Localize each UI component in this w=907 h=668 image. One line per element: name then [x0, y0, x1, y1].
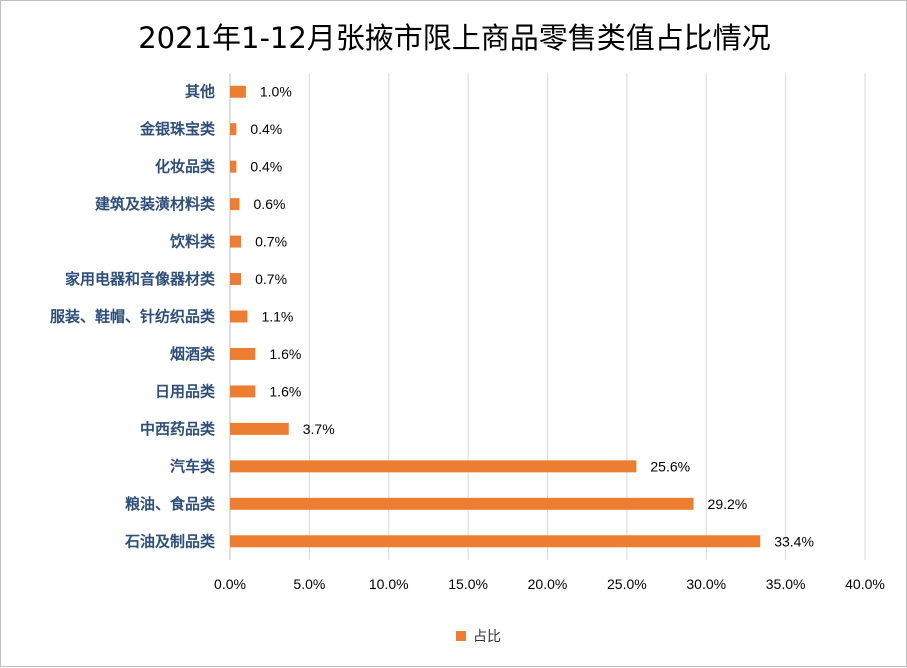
category-label: 石油及制品类	[124, 532, 216, 550]
gridlines	[229, 73, 866, 560]
bar	[230, 535, 761, 548]
axes: 0.0% 5.0% 10.0% 15.0% 20.0% 25.0% 30.0% 35.0% 40…	[214, 73, 885, 592]
labels: 其他 1.0% 金银珠宝类 0.4% 化妆品类 0.4% 建筑及装潢材料类 0.6% 饮料类 0.…	[50, 83, 814, 551]
category-label: 金银珠宝类	[139, 120, 216, 138]
data-label: 33.4%	[774, 533, 814, 549]
category-label: 家用电器和音像器材类	[65, 270, 216, 288]
bar	[230, 235, 242, 248]
data-label: 1.1%	[261, 309, 293, 325]
bar	[230, 85, 246, 98]
data-label: 25.6%	[650, 458, 690, 474]
category-label: 其他	[185, 83, 215, 101]
category-label: 饮料类	[169, 233, 216, 251]
bar	[230, 123, 237, 136]
category-label: 中西药品类	[140, 420, 216, 438]
x-tick-label: 5.0%	[293, 576, 325, 592]
legend: 占比	[456, 629, 501, 645]
bar	[230, 310, 248, 323]
x-tick-label: 15.0%	[448, 576, 488, 592]
category-label: 建筑及装潢材料类	[95, 195, 216, 213]
bars	[230, 85, 761, 548]
x-tick-label: 40.0%	[845, 576, 885, 592]
data-label: 0.7%	[255, 271, 287, 287]
bar	[230, 497, 694, 510]
category-label: 烟酒类	[170, 345, 216, 363]
x-tick-label: 10.0%	[369, 576, 409, 592]
data-label: 0.4%	[250, 159, 282, 175]
x-tick-label: 20.0%	[528, 576, 568, 592]
data-label: 0.6%	[254, 196, 286, 212]
chart-title: 2021年1-12月张掖市限上商品零售类值占比情况	[138, 21, 771, 55]
category-label: 日用品类	[155, 382, 216, 400]
bar	[230, 460, 637, 473]
data-label: 1.6%	[269, 383, 301, 399]
category-label: 汽车类	[170, 457, 216, 475]
data-label: 0.7%	[255, 234, 287, 250]
bar	[230, 198, 240, 211]
bar	[230, 273, 242, 286]
x-tick-label: 35.0%	[766, 576, 806, 592]
bar	[230, 347, 256, 360]
category-label: 服装、鞋帽、针纺织品类	[50, 308, 216, 326]
category-label: 粮油、食品类	[125, 495, 216, 513]
data-label: 1.6%	[269, 346, 301, 362]
bar	[230, 385, 256, 398]
data-label: 1.0%	[260, 84, 292, 100]
x-tick-label: 0.0%	[214, 576, 246, 592]
bar	[230, 422, 289, 435]
legend-swatch	[456, 631, 466, 641]
category-label: 化妆品类	[155, 158, 216, 176]
x-tick-label: 30.0%	[686, 576, 726, 592]
legend-label: 占比	[473, 629, 501, 645]
data-label: 29.2%	[708, 496, 748, 512]
data-label: 0.4%	[250, 121, 282, 137]
x-tick-label: 25.0%	[607, 576, 647, 592]
data-label: 3.7%	[303, 421, 335, 437]
bar	[230, 160, 237, 173]
